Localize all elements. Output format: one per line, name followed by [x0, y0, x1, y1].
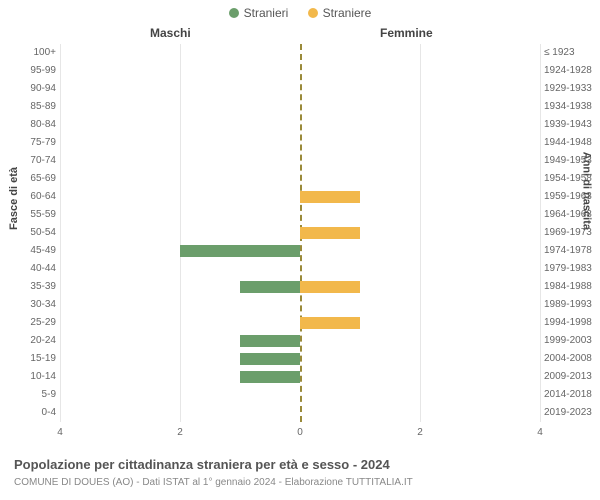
bar-female: [300, 227, 360, 239]
column-header-male: Maschi: [150, 26, 191, 40]
birth-year-label: 1944-1948: [544, 134, 596, 152]
age-row: 50-541969-1973: [60, 224, 540, 242]
age-row: 65-691954-1958: [60, 170, 540, 188]
birth-year-label: 1994-1998: [544, 314, 596, 332]
age-row: 0-42019-2023: [60, 404, 540, 422]
age-label: 60-64: [16, 188, 56, 206]
age-label: 80-84: [16, 116, 56, 134]
age-label: 30-34: [16, 296, 56, 314]
age-row: 35-391984-1988: [60, 278, 540, 296]
age-label: 55-59: [16, 206, 56, 224]
birth-year-label: ≤ 1923: [544, 44, 596, 62]
bar-male: [180, 245, 300, 257]
birth-year-label: 2004-2008: [544, 350, 596, 368]
age-row: 60-641959-1963: [60, 188, 540, 206]
birth-year-label: 1954-1958: [544, 170, 596, 188]
age-label: 15-19: [16, 350, 56, 368]
plot-inner: 4 2 0 2 4 100+≤ 192395-991924-192890-941929-1…: [60, 44, 540, 444]
bar-female: [300, 281, 360, 293]
age-label: 65-69: [16, 170, 56, 188]
age-label: 50-54: [16, 224, 56, 242]
age-row: 85-891934-1938: [60, 98, 540, 116]
x-tick-label: 4: [57, 427, 63, 438]
age-row: 55-591964-1968: [60, 206, 540, 224]
age-row: 75-791944-1948: [60, 134, 540, 152]
x-tick-label: 4: [537, 427, 543, 438]
age-row: 90-941929-1933: [60, 80, 540, 98]
legend-label-female: Straniere: [323, 6, 372, 20]
gridline: [540, 44, 541, 422]
age-label: 5-9: [16, 386, 56, 404]
age-label: 85-89: [16, 98, 56, 116]
age-label: 90-94: [16, 80, 56, 98]
birth-year-label: 2014-2018: [544, 386, 596, 404]
chart-title: Popolazione per cittadinanza straniera p…: [14, 457, 390, 472]
age-label: 35-39: [16, 278, 56, 296]
birth-year-label: 1939-1943: [544, 116, 596, 134]
legend-label-male: Stranieri: [244, 6, 289, 20]
chart-subtitle: COMUNE DI DOUES (AO) - Dati ISTAT al 1° …: [14, 477, 413, 488]
age-row: 40-441979-1983: [60, 260, 540, 278]
birth-year-label: 1929-1933: [544, 80, 596, 98]
x-tick-label: 2: [177, 427, 183, 438]
legend: Stranieri Straniere: [0, 6, 600, 21]
x-tick-label: 2: [417, 427, 423, 438]
bar-male: [240, 335, 300, 347]
x-tick-label: 0: [297, 427, 303, 438]
age-row: 30-341989-1993: [60, 296, 540, 314]
bar-male: [240, 281, 300, 293]
legend-swatch-male: [229, 8, 239, 18]
birth-year-label: 2019-2023: [544, 404, 596, 422]
bar-male: [240, 353, 300, 365]
age-label: 75-79: [16, 134, 56, 152]
age-row: 20-241999-2003: [60, 332, 540, 350]
birth-year-label: 1979-1983: [544, 260, 596, 278]
age-row: 95-991924-1928: [60, 62, 540, 80]
age-label: 95-99: [16, 62, 56, 80]
age-row: 15-192004-2008: [60, 350, 540, 368]
age-label: 10-14: [16, 368, 56, 386]
birth-year-label: 1964-1968: [544, 206, 596, 224]
age-label: 100+: [16, 44, 56, 62]
age-label: 70-74: [16, 152, 56, 170]
legend-item-female: Straniere: [308, 6, 372, 20]
bar-female: [300, 191, 360, 203]
birth-year-label: 1974-1978: [544, 242, 596, 260]
age-label: 0-4: [16, 404, 56, 422]
birth-year-label: 1959-1963: [544, 188, 596, 206]
birth-year-label: 1924-1928: [544, 62, 596, 80]
age-label: 45-49: [16, 242, 56, 260]
bar-female: [300, 317, 360, 329]
age-row: 45-491974-1978: [60, 242, 540, 260]
age-row: 10-142009-2013: [60, 368, 540, 386]
birth-year-label: 1999-2003: [544, 332, 596, 350]
age-label: 40-44: [16, 260, 56, 278]
age-label: 20-24: [16, 332, 56, 350]
column-header-female: Femmine: [380, 26, 433, 40]
age-row: 80-841939-1943: [60, 116, 540, 134]
legend-swatch-female: [308, 8, 318, 18]
age-label: 25-29: [16, 314, 56, 332]
bar-male: [240, 371, 300, 383]
age-row: 100+≤ 1923: [60, 44, 540, 62]
population-pyramid-chart: Stranieri Straniere Maschi Femmine Fasce…: [0, 0, 600, 500]
birth-year-label: 1934-1938: [544, 98, 596, 116]
plot-area: 4 2 0 2 4 100+≤ 192395-991924-192890-941929-1…: [60, 44, 540, 444]
birth-year-label: 2009-2013: [544, 368, 596, 386]
age-row: 5-92014-2018: [60, 386, 540, 404]
legend-item-male: Stranieri: [229, 6, 289, 20]
birth-year-label: 1989-1993: [544, 296, 596, 314]
birth-year-label: 1969-1973: [544, 224, 596, 242]
age-row: 70-741949-1953: [60, 152, 540, 170]
age-row: 25-291994-1998: [60, 314, 540, 332]
birth-year-label: 1984-1988: [544, 278, 596, 296]
birth-year-label: 1949-1953: [544, 152, 596, 170]
